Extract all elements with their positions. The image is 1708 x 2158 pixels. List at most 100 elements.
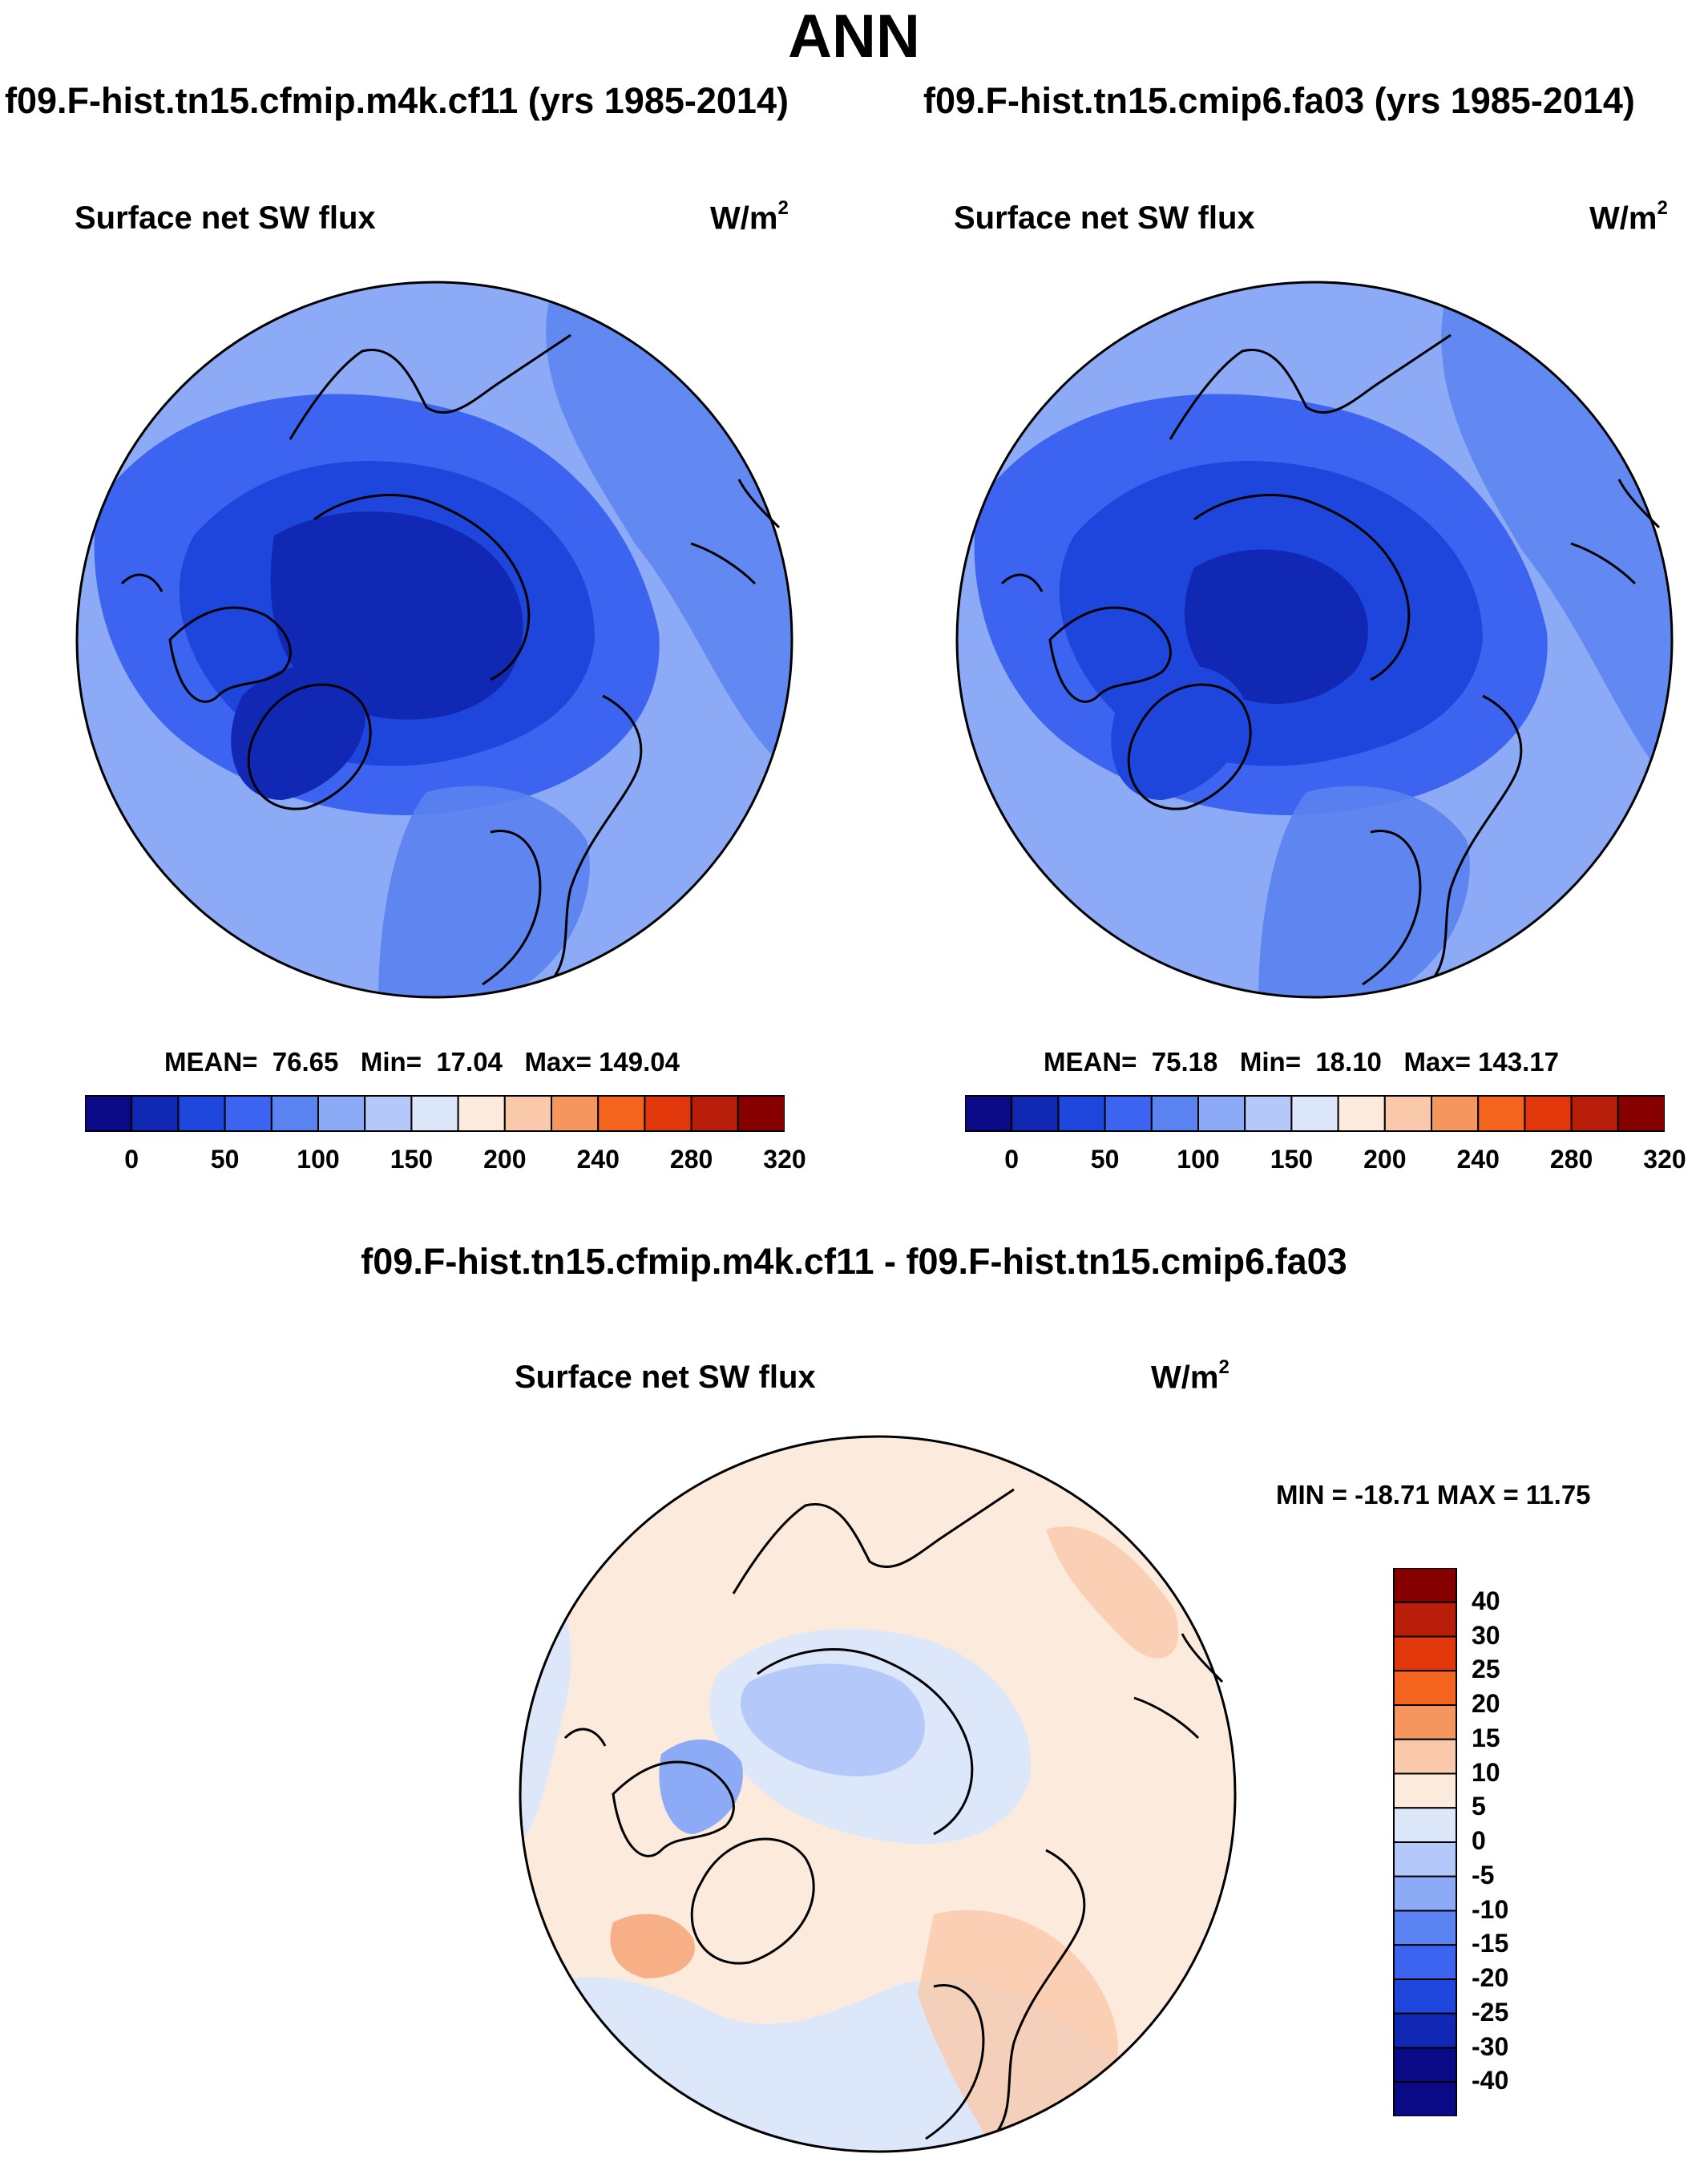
difference-colorbar-box <box>1393 1978 1457 2015</box>
panel2-colorbar-tick-label: 50 <box>1090 1145 1120 1174</box>
panel1-colorbar-tick-label: 50 <box>210 1145 240 1174</box>
panel2-colorbar-box <box>1617 1095 1665 1132</box>
panel1-coastlines <box>120 333 781 986</box>
panel1-colorbar-box <box>270 1095 320 1132</box>
panel1-colorbar-box <box>551 1095 600 1132</box>
panel2-colorbar-box <box>1383 1095 1432 1132</box>
difference-colorbar-tick-label: -20 <box>1472 1963 1509 1992</box>
difference-field-pacific <box>1046 1526 1179 1659</box>
difference-colorbar-box <box>1393 1704 1457 1740</box>
difference-colorbar-tick-label: 40 <box>1472 1586 1500 1615</box>
panel1-case-title: f09.F-hist.tn15.cfmip.m4k.cf11 (yrs 1985… <box>5 80 789 121</box>
panel2-field-core <box>1185 549 1368 704</box>
difference-colorbar-box <box>1393 1772 1457 1809</box>
panel1-colorbar-tick-label: 0 <box>124 1145 139 1174</box>
panel1-stats: MEAN= 76.65 Min= 17.04 Max= 149.04 <box>164 1047 680 1077</box>
difference-coastlines <box>563 1488 1224 2140</box>
panel1-map-border <box>75 281 793 999</box>
panel2-colorbar-box <box>1290 1095 1339 1132</box>
difference-colorbar-box <box>1393 1944 1457 1980</box>
panel1-polar-map <box>75 281 793 999</box>
panel2-colorbar-tick-label: 150 <box>1270 1145 1314 1174</box>
panel1-colorbar-box <box>410 1095 459 1132</box>
difference-colorbar-box <box>1393 1909 1457 1946</box>
difference-colorbar-tick-label: 25 <box>1472 1655 1500 1684</box>
panel2-colorbar-tick-label: 320 <box>1643 1145 1686 1174</box>
panel1-colorbar-box <box>85 1095 133 1132</box>
difference-colorbar-box <box>1393 2012 1457 2049</box>
difference-colorbar-tick-label: 0 <box>1472 1826 1486 1855</box>
difference-colorbar-ticks: 40 30 25 20 15 10 5 0 -5 -10 -15 -20 -25 -30 -40 <box>1472 1568 1568 2116</box>
panel2-colorbar-box <box>1524 1095 1573 1132</box>
panel2-units: W/m2 <box>1589 197 1668 236</box>
panel1-colorbar-tick-label: 280 <box>669 1145 713 1174</box>
panel1-colorbar-box <box>131 1095 180 1132</box>
panel2-variable-label: Surface net SW flux <box>954 200 1255 236</box>
panel2-colorbar-box <box>1570 1095 1619 1132</box>
difference-variable-label: Surface net SW flux <box>515 1360 816 1395</box>
panel1-units: W/m2 <box>710 197 789 236</box>
panel1-colorbar-box <box>737 1095 785 1132</box>
difference-units: W/m2 <box>1151 1356 1230 1396</box>
difference-field-arctic-core <box>741 1663 925 1776</box>
difference-colorbar-tick-label: -5 <box>1472 1860 1495 1889</box>
panel2-colorbar-box <box>1104 1095 1153 1132</box>
panel1-colorbar-box <box>224 1095 273 1132</box>
panel2-greenland-field <box>1111 665 1246 800</box>
panel2-colorbar-box <box>1337 1095 1386 1132</box>
panel1-field-core <box>270 511 523 720</box>
difference-polar-map <box>519 1435 1237 2153</box>
panel1-colorbar-tick-label: 100 <box>297 1145 340 1174</box>
panel2-colorbar-box <box>1431 1095 1480 1132</box>
panel1-colorbar-tick-label: 200 <box>483 1145 527 1174</box>
difference-colorbar-tick-label: 20 <box>1472 1689 1500 1718</box>
difference-colorbar-box <box>1393 1568 1457 1603</box>
panel2-colorbar-tick-label: 100 <box>1177 1145 1220 1174</box>
difference-title: f09.F-hist.tn15.cfmip.m4k.cf11 - f09.F-h… <box>361 1241 1347 1282</box>
panel1-colorbar-box <box>597 1095 646 1132</box>
panel2-colorbar-box <box>965 1095 1013 1132</box>
panel2-colorbar-box <box>1011 1095 1060 1132</box>
panel2-colorbar-box <box>1477 1095 1526 1132</box>
panel1-colorbar-tick-label: 150 <box>390 1145 434 1174</box>
difference-colorbar-box <box>1393 1601 1457 1638</box>
difference-colorbar-tick-label: -15 <box>1472 1929 1509 1958</box>
panel2-case-title: f09.F-hist.tn15.cmip6.fa03 (yrs 1985-201… <box>923 80 1635 121</box>
panel1-colorbar-box <box>177 1095 226 1132</box>
difference-colorbar-box <box>1393 2081 1457 2116</box>
difference-colorbar-box <box>1393 1841 1457 1877</box>
difference-colorbar-box <box>1393 1807 1457 1843</box>
panel1-variable-label: Surface net SW flux <box>75 200 376 236</box>
panel1-colorbar-box <box>457 1095 506 1132</box>
difference-colorbar <box>1393 1568 1457 2116</box>
panel2-colorbar-box <box>1244 1095 1293 1132</box>
difference-colorbar-box <box>1393 1875 1457 1912</box>
panel1-greenland-field <box>231 665 365 800</box>
panel1-colorbar-box <box>364 1095 413 1132</box>
panel2-polar-map <box>955 281 1674 999</box>
panel2-colorbar-box <box>1197 1095 1246 1132</box>
difference-colorbar-box <box>1393 1670 1457 1706</box>
difference-colorbar-box <box>1393 1635 1457 1672</box>
difference-colorbar-tick-label: 10 <box>1472 1757 1500 1787</box>
difference-colorbar-box <box>1393 1738 1457 1775</box>
difference-colorbar-tick-label: -10 <box>1472 1894 1509 1924</box>
panel1-colorbar-ticks: 0 50 100 150 200 240 280 320 <box>85 1145 806 1177</box>
panel2-field-band <box>957 282 1672 792</box>
panel1-colorbar-box <box>644 1095 692 1132</box>
panel2-colorbar-tick-label: 240 <box>1456 1145 1500 1174</box>
difference-map-border <box>519 1435 1237 2153</box>
panel1-europe-field <box>378 786 590 997</box>
difference-colorbar-tick-label: 5 <box>1472 1792 1486 1821</box>
difference-colorbar-tick-label: -25 <box>1472 1997 1509 2027</box>
panel2-stats: MEAN= 75.18 Min= 18.10 Max= 143.17 <box>1044 1047 1560 1077</box>
difference-colorbar-tick-label: 15 <box>1472 1723 1500 1752</box>
difference-colorbar-box <box>1393 2047 1457 2083</box>
panel2-map-border <box>955 281 1674 999</box>
panel1-colorbar-box <box>690 1095 739 1132</box>
panel2-colorbar-tick-label: 280 <box>1549 1145 1593 1174</box>
panel1-colorbar-tick-label: 240 <box>576 1145 620 1174</box>
panel1-colorbar <box>85 1095 785 1132</box>
panel2-colorbar-tick-label: 0 <box>1004 1145 1020 1174</box>
panel1-colorbar-tick-label: 320 <box>763 1145 806 1174</box>
